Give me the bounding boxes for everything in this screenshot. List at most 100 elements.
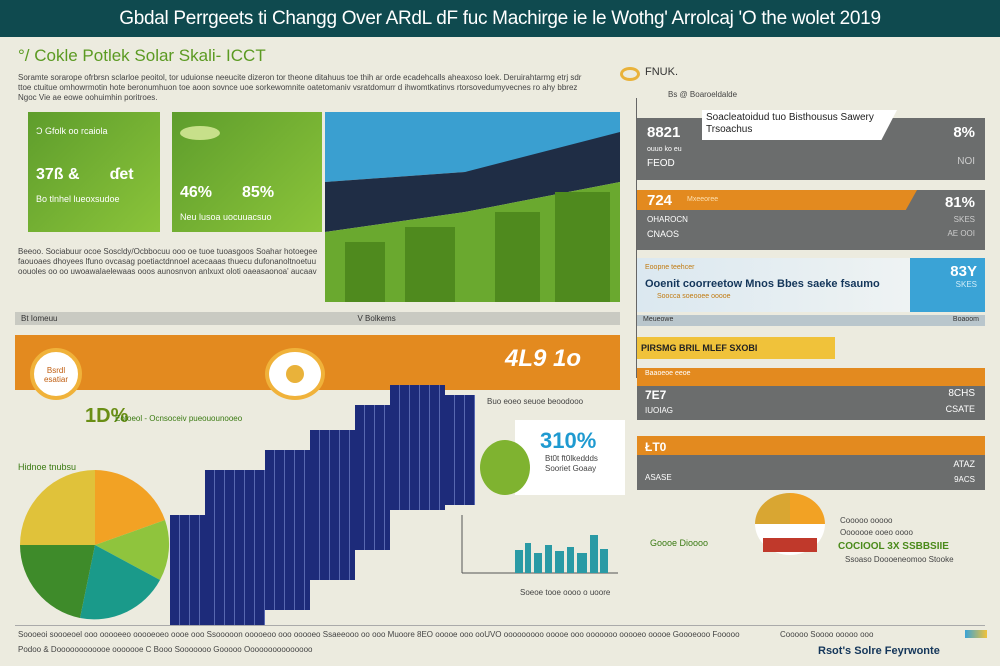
strip-label: Bt Iomeuu: [21, 314, 58, 323]
solar-panel: [265, 450, 310, 610]
city-bar: [534, 553, 542, 573]
center-box-value: 310%: [540, 428, 597, 453]
solar-panel: [355, 405, 390, 550]
panel-pct: 8%: [953, 124, 975, 141]
card-stat: 37ß &: [36, 166, 80, 183]
bar: [405, 227, 455, 302]
panel-tag: Mxeeoree: [687, 196, 719, 203]
panel-sub: OHAROCN: [647, 215, 688, 224]
panel-pct-sub: CSATE: [945, 404, 975, 414]
city-bar: [525, 543, 531, 573]
panel-pct-sub: SKES: [953, 215, 975, 224]
city-bar: [590, 535, 598, 573]
card-stat: 46%: [180, 184, 213, 201]
panel-tag: Eoopne teehcer: [645, 264, 695, 271]
city-bar: [567, 547, 574, 573]
panel-sub: ouuo ko eu: [647, 146, 682, 153]
area-band-green: [325, 182, 620, 302]
solar-panel: [170, 515, 205, 625]
bar: [345, 242, 385, 302]
panel-pct-sub: NOI: [957, 156, 975, 167]
panel-pct: ATAZ: [953, 459, 975, 469]
strip-label: V Bolkems: [357, 314, 396, 323]
city-chart-sub: Soeoe tooe oooo o uoore: [520, 588, 611, 597]
highlight-text: COCIOOL 3X SSBBSIIE: [838, 541, 949, 552]
city-chart: [461, 515, 618, 574]
panel-stat: 724: [647, 192, 673, 209]
blue-stat: 83Y SKES: [910, 258, 985, 312]
footer-brand: Rsot's Solre Feyrwonte: [818, 645, 940, 657]
stat-card: Ɔ Gfolk oo rcaiola 37ß & ɗet Bo tlnhel lu…: [28, 112, 160, 232]
card-stat: 85%: [242, 184, 275, 201]
divider: [15, 625, 985, 626]
center-box-line: Bt0t ft0lkeddds: [545, 454, 598, 463]
city-bar: [545, 545, 552, 573]
center-box-line: Sooriet Goaay: [545, 464, 597, 473]
solar-panels: [170, 370, 475, 625]
orange-bar: [637, 436, 985, 455]
orange-band-value: 4L9 1o: [505, 345, 582, 372]
solar-panel: [445, 395, 475, 505]
middle-text: Beeoo. Sociabuur ocoe Soscldy/Ocbbocuu o…: [18, 247, 318, 276]
intro-paragraph: Soramte sorarope ofrbrsn sclarloe peoito…: [18, 73, 582, 102]
city-chart-label: Goooe Dioooo: [650, 538, 709, 548]
card-stat: ɗet: [109, 166, 134, 183]
info-strip: Meueowe Boaoom: [637, 315, 985, 326]
solar-panel: [310, 430, 355, 580]
stat-panel: ŁT0 ASASE ATAZ 9ACS: [637, 440, 985, 490]
city-bar: [555, 551, 564, 573]
callout-bubble: Bsrdl esatiar: [30, 348, 82, 400]
panel-stat: 8821: [647, 124, 681, 141]
section-heading: °/ Cokle Potlek Solar Skali- ICCT: [18, 46, 266, 65]
panel-sub: CNAOS: [647, 229, 680, 239]
right-subtitle: Bs @ Boaroeldalde: [668, 90, 738, 99]
panel-sub: Soocca soeooee ooooe: [657, 293, 731, 300]
stat-panel: Soacleatoidud tuo Bisthousus Sawery Trso…: [637, 110, 985, 180]
stat-panel: 724 Mxeeoree OHAROCN CNAOS 81% SKES AE O…: [637, 190, 985, 250]
city-bar: [600, 549, 608, 573]
panel-pct-sub: 9ACS: [954, 475, 975, 484]
panel-stat: ŁT0: [645, 440, 667, 454]
panel-pct: 81%: [944, 194, 975, 211]
panel-sub: IUOIAG: [645, 406, 674, 415]
area-chart: [325, 112, 620, 302]
panel-pct-sub: SKES: [955, 280, 977, 289]
donut-chart: [755, 493, 825, 555]
yellow-banner: PIRSMG BRIL MLEF SXOBI: [637, 337, 835, 359]
stat-card: 46% 85% Neu lusoa uocuuacsuo: [172, 112, 322, 232]
pie-slice: [20, 470, 95, 545]
mid-stat-text: Eotoeol - Ocnsoceiv pueouounooeo: [115, 414, 243, 423]
pie-slice: [20, 545, 95, 618]
panel-pct: 83Y: [950, 263, 977, 280]
pie-label: Hidnoe tnubsu: [18, 462, 77, 472]
area-band-blue: [325, 112, 620, 182]
page-title: Gbdal Perrgeets ti Changg Over ARdL dF f…: [0, 0, 1000, 37]
city-bar: [515, 550, 523, 573]
divider: [636, 98, 637, 378]
pie-chart: [20, 470, 170, 620]
panel-banner: Soacleatoidud tuo Bisthousus Sawery Trso…: [702, 110, 897, 140]
right-title: FNUK.: [645, 66, 678, 78]
pie-slice: [790, 493, 825, 524]
panel-title: Ooenit coorreetow Mnos Bbes saeke fsaumo: [645, 278, 880, 290]
panel-tag: Baaoeoe eeoe: [645, 370, 691, 377]
bulb-icon: [265, 348, 325, 400]
panel-sub: FEOD: [647, 158, 675, 169]
area-band-navy: [325, 132, 620, 232]
pie-slice: [755, 493, 790, 524]
city-bar: [577, 553, 587, 573]
strip-label: Boaoom: [952, 316, 979, 323]
card-label: Ɔ Gfolk oo rcaiola: [36, 126, 108, 136]
footer-line: Soooeoi soooeoel ooo ooooeeo ooooeoeo oo…: [18, 630, 740, 639]
card-note: Neu lusoa uocuuacsuo: [180, 212, 272, 222]
legend-item: Ooooooe ooeo oooo: [840, 528, 913, 537]
panel-sub: ASASE: [645, 473, 672, 482]
legend-item: Cooooo ooooo: [840, 516, 893, 525]
solar-panel: [390, 385, 445, 510]
brand-logo-icon: [965, 630, 987, 638]
orange-bar: [637, 368, 985, 386]
center-box: 310% Bt0t ft0lkeddds Sooriet Goaay: [480, 420, 625, 495]
solar-panel: [205, 470, 265, 625]
sun-icon: [620, 67, 640, 81]
strip-label: Meueowe: [643, 316, 674, 323]
